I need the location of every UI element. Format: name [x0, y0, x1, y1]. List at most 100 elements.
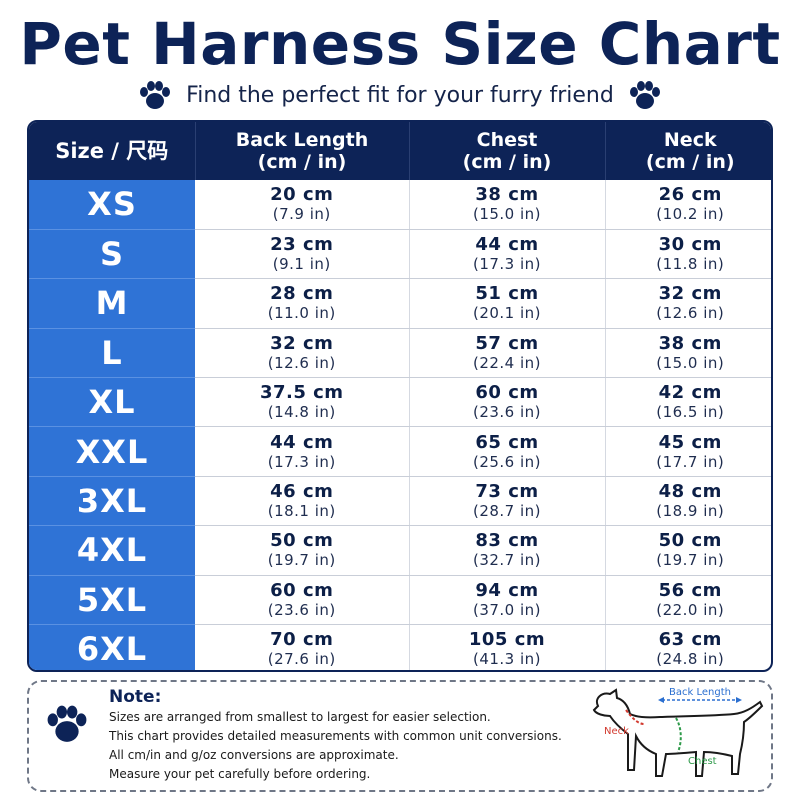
cm-value: 42 cm — [658, 382, 722, 404]
page-title: Pet Harness Size Chart — [19, 10, 781, 78]
paw-icon — [47, 705, 87, 742]
inch-value: (37.0 in) — [472, 600, 542, 619]
note-line: This chart provides detailed measurement… — [109, 729, 562, 743]
cm-value: 46 cm — [270, 481, 334, 503]
back-length-cell: 60 cm (23.6 in) — [195, 575, 410, 626]
inch-value: (41.3 in) — [472, 650, 542, 669]
size-table: Size / 尺码 Back Length (cm / in) Chest (c… — [27, 120, 773, 672]
neck-cell: 48 cm (18.9 in) — [605, 476, 771, 527]
subtitle-row: Find the perfect fit for your furry frie… — [0, 78, 800, 114]
inch-value: (23.6 in) — [267, 600, 336, 619]
table-row: S 23 cm (9.1 in) 44 cm (17.3 in) 30 cm (11.8 i… — [29, 229, 771, 280]
inch-value: (14.8 in) — [267, 403, 336, 422]
size-cell: 5XL — [29, 575, 195, 626]
inch-value: (17.3 in) — [267, 452, 336, 471]
paw-icon — [629, 81, 660, 109]
back-length-cell: 44 cm (17.3 in) — [195, 426, 410, 477]
inch-value: (18.9 in) — [656, 502, 725, 521]
inch-value: (20.1 in) — [472, 304, 542, 323]
neck-cell: 63 cm (24.8 in) — [605, 625, 771, 670]
neck-cell: 50 cm (19.7 in) — [605, 525, 771, 576]
column-header-unit: (cm / in) — [462, 151, 552, 173]
inch-value: (11.0 in) — [267, 304, 336, 323]
note-title: Note: — [109, 687, 162, 707]
inch-value: (15.0 in) — [472, 205, 542, 224]
cm-value: 57 cm — [475, 332, 539, 354]
neck-cell: 42 cm (16.5 in) — [605, 377, 771, 428]
inch-value: (17.3 in) — [472, 255, 542, 274]
paw-icon — [140, 81, 171, 109]
size-cell: 3XL — [29, 476, 195, 527]
neck-label: Neck — [604, 726, 629, 737]
chest-cell: 105 cm (41.3 in) — [409, 624, 606, 670]
cm-value: 30 cm — [658, 234, 722, 256]
table-row: XXL 44 cm (17.3 in) 65 cm (25.6 in) 45 cm (17.… — [29, 426, 771, 477]
neck-cell: 32 cm (12.6 in) — [605, 278, 771, 329]
cm-value: 50 cm — [658, 530, 722, 552]
inch-value: (23.6 in) — [472, 403, 542, 422]
cm-value: 65 cm — [475, 431, 539, 453]
neck-cell: 56 cm (22.0 in) — [605, 575, 771, 626]
chest-cell: 38 cm (15.0 in) — [409, 180, 606, 230]
cm-value: 38 cm — [475, 184, 539, 206]
inch-value: (19.7 in) — [656, 551, 725, 570]
column-header-unit: (cm / in) — [257, 151, 347, 173]
size-cell: S — [29, 229, 195, 280]
neck-cell: 26 cm (10.2 in) — [605, 180, 771, 230]
note-box: Note: Sizes are arranged from smallest t… — [27, 680, 773, 792]
inch-value: (12.6 in) — [656, 304, 725, 323]
inch-value: (27.6 in) — [267, 650, 336, 669]
cm-value: 56 cm — [658, 579, 722, 601]
cm-value: 73 cm — [475, 481, 539, 503]
cm-value: 44 cm — [475, 234, 539, 256]
table-row: XS 20 cm (7.9 in) 38 cm (15.0 in) 26 cm (10.2 … — [29, 180, 771, 230]
back-length-cell: 20 cm (7.9 in) — [195, 180, 410, 230]
table-row: 6XL 70 cm (27.6 in) 105 cm (41.3 in) 63 cm (24… — [29, 624, 771, 670]
dog-measurement-diagram: Back Length Neck Chest — [592, 687, 764, 777]
back-length-cell: 32 cm (12.6 in) — [195, 328, 410, 379]
subtitle: Find the perfect fit for your furry frie… — [186, 83, 614, 108]
inch-value: (24.8 in) — [656, 650, 725, 669]
inch-value: (28.7 in) — [472, 502, 542, 521]
back-length-cell: 37.5 cm (14.8 in) — [195, 377, 410, 428]
chest-cell: 60 cm (23.6 in) — [409, 377, 606, 428]
inch-value: (12.6 in) — [267, 353, 336, 372]
cm-value: 83 cm — [475, 530, 539, 552]
back-length-label: Back Length — [669, 687, 731, 698]
cm-value: 105 cm — [468, 629, 546, 651]
column-header-label: Chest — [476, 129, 538, 151]
cm-value: 32 cm — [270, 332, 334, 354]
cm-value: 48 cm — [658, 481, 722, 503]
column-header-back-length: Back Length (cm / in) — [195, 122, 410, 180]
cm-value: 60 cm — [270, 579, 334, 601]
chest-cell: 94 cm (37.0 in) — [409, 575, 606, 626]
cm-value: 44 cm — [270, 431, 334, 453]
size-cell: XXL — [29, 426, 195, 477]
note-text: Note: Sizes are arranged from smallest t… — [109, 686, 579, 784]
back-length-cell: 28 cm (11.0 in) — [195, 278, 410, 329]
cm-value: 60 cm — [475, 382, 539, 404]
neck-cell: 38 cm (15.0 in) — [605, 328, 771, 379]
size-cell: M — [29, 278, 195, 329]
size-cell: 6XL — [29, 624, 195, 670]
cm-value: 63 cm — [658, 629, 722, 651]
table-row: 3XL 46 cm (18.1 in) 73 cm (28.7 in) 48 cm (18.… — [29, 476, 771, 527]
table-row: 5XL 60 cm (23.6 in) 94 cm (37.0 in) 56 cm (22.… — [29, 575, 771, 626]
inch-value: (22.4 in) — [472, 353, 542, 372]
cm-value: 70 cm — [270, 629, 334, 651]
neck-cell: 30 cm (11.8 in) — [605, 229, 771, 280]
chest-cell: 65 cm (25.6 in) — [409, 426, 606, 477]
table-row: M 28 cm (11.0 in) 51 cm (20.1 in) 32 cm (12.6 … — [29, 278, 771, 329]
column-header-neck: Neck (cm / in) — [605, 122, 771, 180]
inch-value: (16.5 in) — [656, 403, 725, 422]
chest-cell: 44 cm (17.3 in) — [409, 229, 606, 280]
table-header-row: Size / 尺码 Back Length (cm / in) Chest (c… — [29, 122, 771, 180]
size-cell: XS — [29, 180, 195, 230]
column-header-label: Back Length — [235, 129, 369, 151]
note-line: All cm/in and g/oz conversions are appro… — [109, 748, 399, 762]
inch-value: (11.8 in) — [656, 255, 725, 274]
inch-value: (7.9 in) — [272, 205, 331, 224]
cm-value: 45 cm — [658, 431, 722, 453]
cm-value: 37.5 cm — [259, 382, 344, 404]
inch-value: (19.7 in) — [267, 551, 336, 570]
